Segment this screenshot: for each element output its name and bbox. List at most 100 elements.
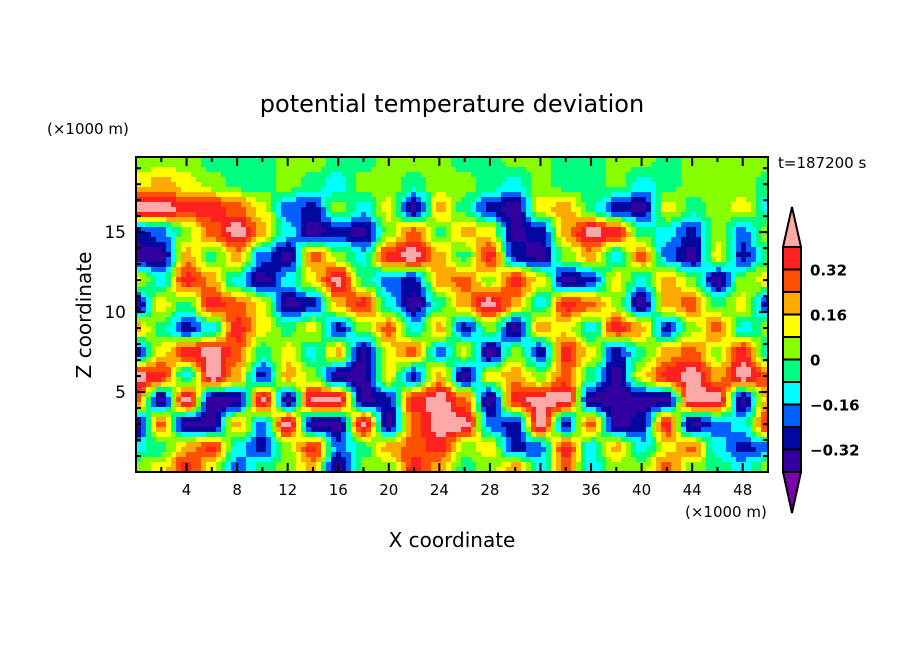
contour-cell	[271, 317, 277, 323]
contour-cell	[141, 237, 147, 243]
contour-cell	[671, 222, 677, 228]
contour-cell	[476, 267, 482, 273]
contour-cell	[466, 162, 472, 168]
contour-cell	[191, 352, 197, 358]
contour-cell	[241, 217, 247, 223]
contour-cell	[176, 302, 182, 308]
contour-cell	[181, 217, 187, 223]
contour-cell	[296, 252, 302, 258]
contour-cell	[726, 282, 732, 288]
contour-cell	[446, 347, 452, 353]
contour-cell	[436, 167, 442, 173]
contour-cell	[626, 287, 632, 293]
contour-cell	[361, 257, 367, 263]
contour-cell	[441, 232, 447, 238]
contour-cell	[541, 177, 547, 183]
contour-cell	[511, 347, 517, 353]
contour-cell	[516, 312, 522, 318]
contour-cell	[561, 237, 567, 243]
contour-cell	[251, 332, 257, 338]
contour-cell	[361, 342, 367, 348]
contour-cell	[586, 182, 592, 188]
contour-cell	[501, 277, 507, 283]
contour-cell	[206, 342, 212, 348]
contour-cell	[461, 307, 467, 313]
contour-cell	[711, 207, 717, 213]
contour-cell	[391, 237, 397, 243]
contour-cell	[761, 207, 767, 213]
contour-cell	[406, 172, 412, 178]
contour-cell	[751, 232, 757, 238]
contour-cell	[291, 227, 297, 233]
contour-cell	[161, 307, 167, 313]
contour-cell	[296, 207, 302, 213]
contour-cell	[456, 207, 462, 213]
contour-cell	[426, 242, 432, 248]
contour-cell	[361, 312, 367, 318]
contour-cell	[331, 192, 337, 198]
contour-cell	[496, 202, 502, 208]
contour-cell	[191, 197, 197, 203]
contour-cell	[321, 262, 327, 268]
contour-cell	[301, 162, 307, 168]
contour-cell	[496, 242, 502, 248]
contour-cell	[181, 252, 187, 258]
contour-cell	[731, 247, 737, 253]
contour-cell	[646, 187, 652, 193]
contour-cell	[586, 332, 592, 338]
contour-cell	[571, 157, 577, 163]
contour-cell	[211, 332, 217, 338]
contour-cell	[461, 237, 467, 243]
contour-cell	[631, 272, 637, 278]
contour-cell	[276, 222, 282, 228]
contour-cell	[321, 192, 327, 198]
contour-cell	[651, 307, 657, 313]
contour-cell	[651, 272, 657, 278]
contour-cell	[631, 342, 637, 348]
contour-cell	[191, 177, 197, 183]
contour-cell	[581, 272, 587, 278]
contour-cell	[246, 327, 252, 333]
contour-cell	[171, 242, 177, 248]
contour-cell	[536, 282, 542, 288]
contour-cell	[496, 302, 502, 308]
contour-cell	[191, 272, 197, 278]
contour-cell	[416, 157, 422, 163]
contour-cell	[291, 337, 297, 343]
contour-cell	[311, 322, 317, 328]
contour-cell	[366, 322, 372, 328]
contour-cell	[721, 157, 727, 163]
contour-cell	[746, 182, 752, 188]
contour-cell	[361, 267, 367, 273]
contour-cell	[416, 237, 422, 243]
contour-cell	[736, 337, 742, 343]
contour-cell	[646, 312, 652, 318]
contour-cell	[481, 222, 487, 228]
contour-cell	[296, 267, 302, 273]
contour-cell	[461, 287, 467, 293]
contour-cell	[416, 262, 422, 268]
contour-cell	[301, 157, 307, 163]
contour-cell	[286, 277, 292, 283]
contour-cell	[601, 257, 607, 263]
contour-cell	[676, 222, 682, 228]
contour-cell	[316, 327, 322, 333]
contour-cell	[521, 242, 527, 248]
contour-cell	[281, 277, 287, 283]
contour-cell	[496, 157, 502, 163]
contour-cell	[471, 212, 477, 218]
contour-cell	[656, 192, 662, 198]
contour-cell	[601, 277, 607, 283]
contour-cell	[186, 227, 192, 233]
contour-cell	[151, 297, 157, 303]
contour-cell	[476, 207, 482, 213]
contour-cell	[336, 322, 342, 328]
contour-cell	[261, 242, 267, 248]
contour-cell	[546, 312, 552, 318]
contour-cell	[566, 282, 572, 288]
contour-cell	[201, 282, 207, 288]
contour-cell	[666, 327, 672, 333]
contour-cell	[371, 227, 377, 233]
contour-cell	[586, 172, 592, 178]
contour-cell	[386, 217, 392, 223]
